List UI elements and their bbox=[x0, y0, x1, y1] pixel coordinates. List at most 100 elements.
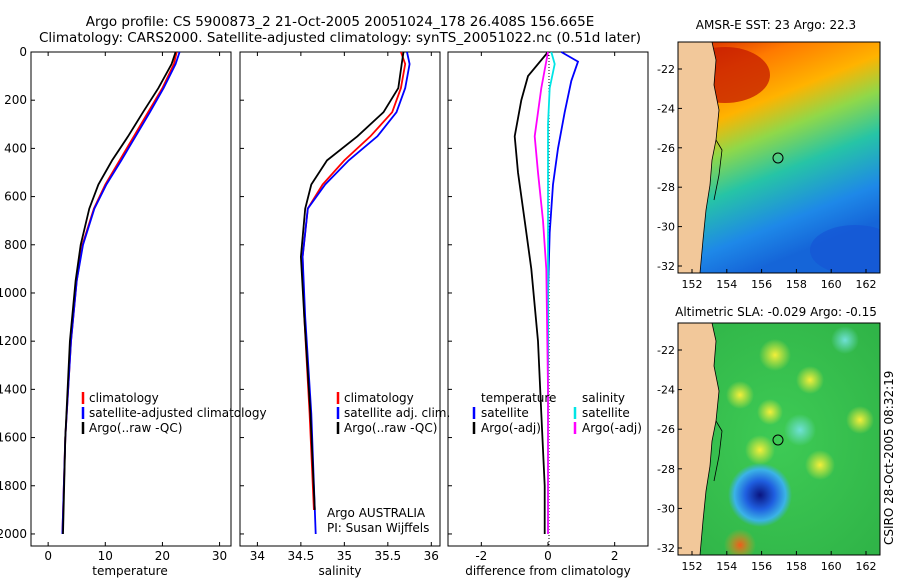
map-y-tick-label: -26 bbox=[657, 423, 675, 436]
temperature-x-label: temperature bbox=[92, 564, 167, 578]
y-tick-label: 200 bbox=[4, 93, 27, 107]
sla-shelf-contour bbox=[713, 420, 723, 482]
temperature-x-axis: 0 10 20 30 bbox=[44, 52, 227, 563]
series-salinity-argo-line bbox=[533, 51, 549, 534]
legend-temp-satellite-label: satellite bbox=[481, 406, 529, 420]
salinity-profiles bbox=[299, 51, 411, 535]
depth-axis: 0 200 400 600 800 1000 1200 1400 1600 1800 2000 bbox=[0, 45, 35, 541]
map-y-tick-label: -22 bbox=[657, 63, 675, 76]
legend-climatology-label: climatology bbox=[89, 391, 159, 405]
salinity-legend: climatology satellite adj. clim. Argo(..… bbox=[336, 391, 450, 435]
sst-shelf-contour bbox=[713, 139, 723, 201]
sla-high-6 bbox=[805, 450, 835, 480]
legend-sal-argo-label: Argo(..raw -QC) bbox=[344, 421, 437, 435]
map-x-tick-label: 158 bbox=[786, 278, 807, 291]
salinity-x-axis: 34 34.5 35 35.5 36 bbox=[240, 51, 439, 563]
sla-cold-eddy bbox=[728, 463, 792, 527]
y-tick-label: 1400 bbox=[0, 382, 27, 396]
map-y-tick-label: -30 bbox=[657, 221, 675, 234]
difference-profiles bbox=[513, 51, 580, 534]
map-x-tick-label: 154 bbox=[716, 560, 737, 573]
x-tick-label: 0 bbox=[544, 549, 552, 563]
sla-warm-patch bbox=[724, 529, 756, 555]
sla-argo-location-marker bbox=[772, 434, 784, 446]
sst-map-axes: 152 154 156 158 160 162 -22 -24 -26 -28 -30 -32 bbox=[657, 63, 876, 291]
legend-sal-satellite-label: satellite adj. clim. bbox=[344, 406, 450, 420]
figure-title-line2: Climatology: CARS2000. Satellite-adjuste… bbox=[39, 30, 641, 46]
sst-map-frame bbox=[677, 41, 881, 274]
y-tick-label: 1600 bbox=[0, 431, 27, 445]
x-tick-label: 20 bbox=[155, 549, 170, 563]
argo-owner-note: Argo AUSTRALIA bbox=[327, 506, 426, 520]
legend-salinity-title: salinity bbox=[582, 391, 625, 405]
sla-high-5 bbox=[745, 435, 775, 465]
map-x-tick-label: 158 bbox=[786, 560, 807, 573]
y-tick-label: 2000 bbox=[0, 527, 27, 541]
csiro-timestamp: CSIRO 28-Oct-2005 08:32:19 bbox=[882, 371, 896, 545]
sla-land-australia bbox=[678, 323, 720, 555]
y-tick-label: 0 bbox=[19, 45, 27, 59]
x-tick-label: 34 bbox=[250, 549, 265, 563]
sla-high-4 bbox=[757, 399, 783, 425]
y-tick-label: 1800 bbox=[0, 479, 27, 493]
sla-low-2 bbox=[831, 326, 859, 354]
sst-map-title: AMSR-E SST: 23 Argo: 22.3 bbox=[696, 18, 856, 32]
sla-map-title: Altimetric SLA: -0.029 Argo: -0.15 bbox=[675, 305, 877, 319]
map-x-tick-label: 152 bbox=[682, 278, 703, 291]
map-x-tick-label: 154 bbox=[716, 278, 737, 291]
sst-map: AMSR-E SST: 23 Argo: 22.3 152 154 156 158 16… bbox=[657, 18, 881, 291]
map-y-tick-label: -24 bbox=[657, 102, 675, 115]
series-argo-line bbox=[62, 51, 177, 535]
map-y-tick-label: -32 bbox=[657, 260, 675, 273]
difference-legend: temperature satellite Argo(-adj) salinit… bbox=[472, 391, 642, 435]
x-tick-label: 35 bbox=[337, 549, 352, 563]
map-y-tick-label: -30 bbox=[657, 502, 675, 515]
map-x-tick-label: 162 bbox=[856, 278, 877, 291]
legend-sal-argo-label2: Argo(-adj) bbox=[582, 421, 642, 435]
difference-x-label: difference from climatology bbox=[465, 564, 631, 578]
series-argo-line bbox=[299, 51, 405, 510]
x-tick-label: 30 bbox=[212, 549, 227, 563]
legend-temperature-title: temperature bbox=[481, 391, 556, 405]
sla-high-3 bbox=[796, 366, 824, 394]
map-x-tick-label: 156 bbox=[751, 560, 772, 573]
y-tick-label: 600 bbox=[4, 190, 27, 204]
x-tick-label: 34.5 bbox=[288, 549, 315, 563]
salinity-panel: 34 34.5 35 35.5 36 salinity climatology sate… bbox=[239, 51, 450, 578]
series-climatology-line bbox=[61, 51, 178, 535]
series-temperature-satellite-line bbox=[547, 51, 580, 366]
x-tick-label: 0 bbox=[44, 549, 52, 563]
temperature-axes-box bbox=[30, 51, 232, 547]
temperature-legend: climatology satellite-adjusted climatolo… bbox=[81, 391, 267, 435]
sla-map-axes: 152 154 156 158 160 162 -22 -24 -26 -28 -30 -32 bbox=[657, 344, 876, 573]
map-x-tick-label: 160 bbox=[821, 560, 842, 573]
y-tick-label: 1000 bbox=[0, 286, 27, 300]
map-y-tick-label: -22 bbox=[657, 344, 675, 357]
legend-satellite-label: satellite-adjusted climatology bbox=[89, 406, 267, 420]
x-tick-label: 2 bbox=[611, 549, 619, 563]
legend-temp-argo-label: Argo(-adj) bbox=[481, 421, 541, 435]
series-temperature-argo-line bbox=[513, 51, 549, 534]
sst-land-australia bbox=[678, 42, 720, 273]
sst-cool-core bbox=[810, 225, 880, 273]
map-y-tick-label: -32 bbox=[657, 542, 675, 555]
legend-sal-satellite-label2: satellite bbox=[582, 406, 630, 420]
map-y-tick-label: -28 bbox=[657, 181, 675, 194]
series-satellite-line bbox=[61, 51, 181, 535]
x-tick-label: 36 bbox=[424, 549, 439, 563]
map-x-tick-label: 156 bbox=[751, 278, 772, 291]
x-tick-label: -2 bbox=[475, 549, 487, 563]
sla-high-7 bbox=[846, 406, 874, 434]
salinity-x-label: salinity bbox=[318, 564, 361, 578]
sla-high-1 bbox=[759, 339, 791, 371]
sla-high-2 bbox=[726, 381, 754, 409]
map-y-tick-label: -28 bbox=[657, 463, 675, 476]
sla-map: Altimetric SLA: -0.029 Argo: -0.15 152 15… bbox=[657, 305, 881, 573]
sst-argo-location-marker bbox=[772, 152, 784, 164]
map-x-tick-label: 162 bbox=[856, 560, 877, 573]
y-tick-label: 1200 bbox=[0, 334, 27, 348]
figure-title-line1: Argo profile: CS 5900873_2 21-Oct-2005 2… bbox=[86, 14, 594, 30]
map-x-tick-label: 152 bbox=[682, 560, 703, 573]
sla-map-frame bbox=[677, 322, 881, 556]
